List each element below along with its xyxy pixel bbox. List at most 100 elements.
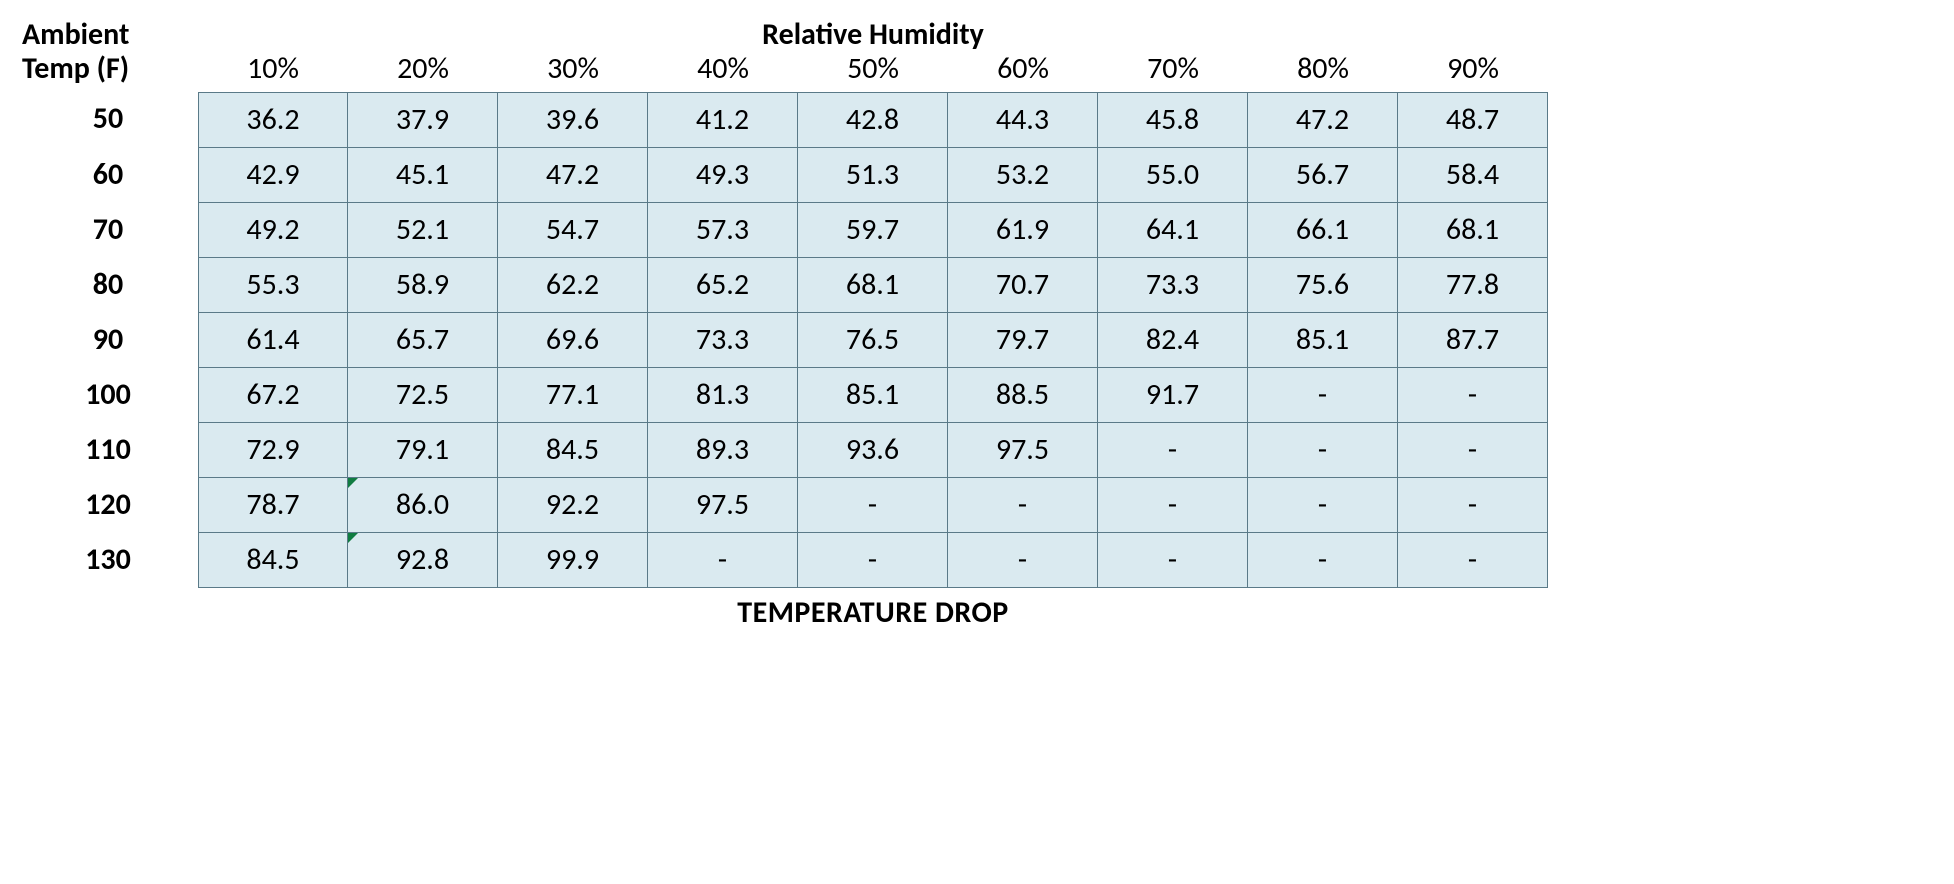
table-cell: 49.3 xyxy=(648,148,798,203)
table-cell: 49.2 xyxy=(198,203,348,258)
table-cell: 89.3 xyxy=(648,423,798,478)
table-cell: 47.2 xyxy=(498,148,648,203)
table-cell: 56.7 xyxy=(1248,148,1398,203)
table-cell: 77.1 xyxy=(498,368,648,423)
table-cell: - xyxy=(648,533,798,588)
table-cell: 54.7 xyxy=(498,203,648,258)
table-cell: 55.3 xyxy=(198,258,348,313)
table-cell: 52.1 xyxy=(348,203,498,258)
table-cell: - xyxy=(948,533,1098,588)
table-cell: 85.1 xyxy=(798,368,948,423)
table-cell: 64.1 xyxy=(1098,203,1248,258)
table-cell: - xyxy=(1248,533,1398,588)
table-cell: 55.0 xyxy=(1098,148,1248,203)
table-cell: 58.4 xyxy=(1398,148,1548,203)
row-header: 110 xyxy=(18,423,198,478)
column-header: 60% xyxy=(948,50,1098,92)
table-cell: - xyxy=(798,533,948,588)
column-header: 20% xyxy=(348,50,498,92)
table-cell: - xyxy=(1398,368,1548,423)
row-header: 60 xyxy=(18,148,198,203)
table-cell: 61.9 xyxy=(948,203,1098,258)
table-cell: 59.7 xyxy=(798,203,948,258)
table-cell: - xyxy=(1098,533,1248,588)
table-cell: 66.1 xyxy=(1248,203,1398,258)
table-cell: 84.5 xyxy=(198,533,348,588)
table-cell: 86.0 xyxy=(348,478,498,533)
table-cell: 70.7 xyxy=(948,258,1098,313)
column-header: 40% xyxy=(648,50,798,92)
footer-label: TEMPERATURE DROP xyxy=(198,588,1548,628)
column-header: 70% xyxy=(1098,50,1248,92)
table-cell: 45.1 xyxy=(348,148,498,203)
footer-spacer xyxy=(18,588,198,628)
table-cell: 36.2 xyxy=(198,92,348,148)
row-header: 70 xyxy=(18,203,198,258)
table-cell: 87.7 xyxy=(1398,313,1548,368)
row-header: 120 xyxy=(18,478,198,533)
table-cell: 85.1 xyxy=(1248,313,1398,368)
table-cell: 77.8 xyxy=(1398,258,1548,313)
table-cell: 69.6 xyxy=(498,313,648,368)
table-cell: 81.3 xyxy=(648,368,798,423)
table-cell: 44.3 xyxy=(948,92,1098,148)
table-cell: 41.2 xyxy=(648,92,798,148)
table-cell: 97.5 xyxy=(648,478,798,533)
table-cell: 48.7 xyxy=(1398,92,1548,148)
table-cell: 92.2 xyxy=(498,478,648,533)
table-cell: 73.3 xyxy=(1098,258,1248,313)
table-cell: 84.5 xyxy=(498,423,648,478)
table-cell: - xyxy=(798,478,948,533)
table-cell: 51.3 xyxy=(798,148,948,203)
column-header: 90% xyxy=(1398,50,1548,92)
column-header: 30% xyxy=(498,50,648,92)
table-cell: 75.6 xyxy=(1248,258,1398,313)
table-cell: 76.5 xyxy=(798,313,948,368)
table-cell: 88.5 xyxy=(948,368,1098,423)
column-axis-label: Relative Humidity xyxy=(198,12,1548,50)
table-cell: - xyxy=(1398,423,1548,478)
table-cell: 65.2 xyxy=(648,258,798,313)
table-cell: 78.7 xyxy=(198,478,348,533)
table-cell: 61.4 xyxy=(198,313,348,368)
row-header: 80 xyxy=(18,258,198,313)
table-cell: 39.6 xyxy=(498,92,648,148)
table-cell: 72.5 xyxy=(348,368,498,423)
table-cell: 93.6 xyxy=(798,423,948,478)
table-cell: 73.3 xyxy=(648,313,798,368)
table-cell: 79.7 xyxy=(948,313,1098,368)
row-header: 130 xyxy=(18,533,198,588)
table-cell: - xyxy=(1248,423,1398,478)
table-cell: 79.1 xyxy=(348,423,498,478)
table-cell: 42.9 xyxy=(198,148,348,203)
table-cell: 91.7 xyxy=(1098,368,1248,423)
table-cell: - xyxy=(1398,478,1548,533)
table-cell: 68.1 xyxy=(1398,203,1548,258)
table-cell: 47.2 xyxy=(1248,92,1398,148)
table-cell: - xyxy=(1248,478,1398,533)
table-cell: 72.9 xyxy=(198,423,348,478)
table-cell: - xyxy=(1098,478,1248,533)
table-cell: 58.9 xyxy=(348,258,498,313)
table-cell: 37.9 xyxy=(348,92,498,148)
column-header: 10% xyxy=(198,50,348,92)
table-cell: 99.9 xyxy=(498,533,648,588)
row-header: 90 xyxy=(18,313,198,368)
table-cell: 45.8 xyxy=(1098,92,1248,148)
humidity-temp-table: AmbientRelative HumidityTemp (F)10%20%30… xyxy=(18,12,1936,628)
table-cell: 65.7 xyxy=(348,313,498,368)
table-cell: - xyxy=(948,478,1098,533)
row-axis-label-line1: Ambient xyxy=(18,12,198,50)
row-axis-label-line2: Temp (F) xyxy=(18,50,198,92)
table-cell: - xyxy=(1398,533,1548,588)
table-cell: 57.3 xyxy=(648,203,798,258)
table-cell: - xyxy=(1098,423,1248,478)
table-cell: 82.4 xyxy=(1098,313,1248,368)
column-header: 50% xyxy=(798,50,948,92)
row-header: 50 xyxy=(18,92,198,148)
column-header: 80% xyxy=(1248,50,1398,92)
table-cell: - xyxy=(1248,368,1398,423)
table-cell: 92.8 xyxy=(348,533,498,588)
table-cell: 97.5 xyxy=(948,423,1098,478)
table-cell: 53.2 xyxy=(948,148,1098,203)
